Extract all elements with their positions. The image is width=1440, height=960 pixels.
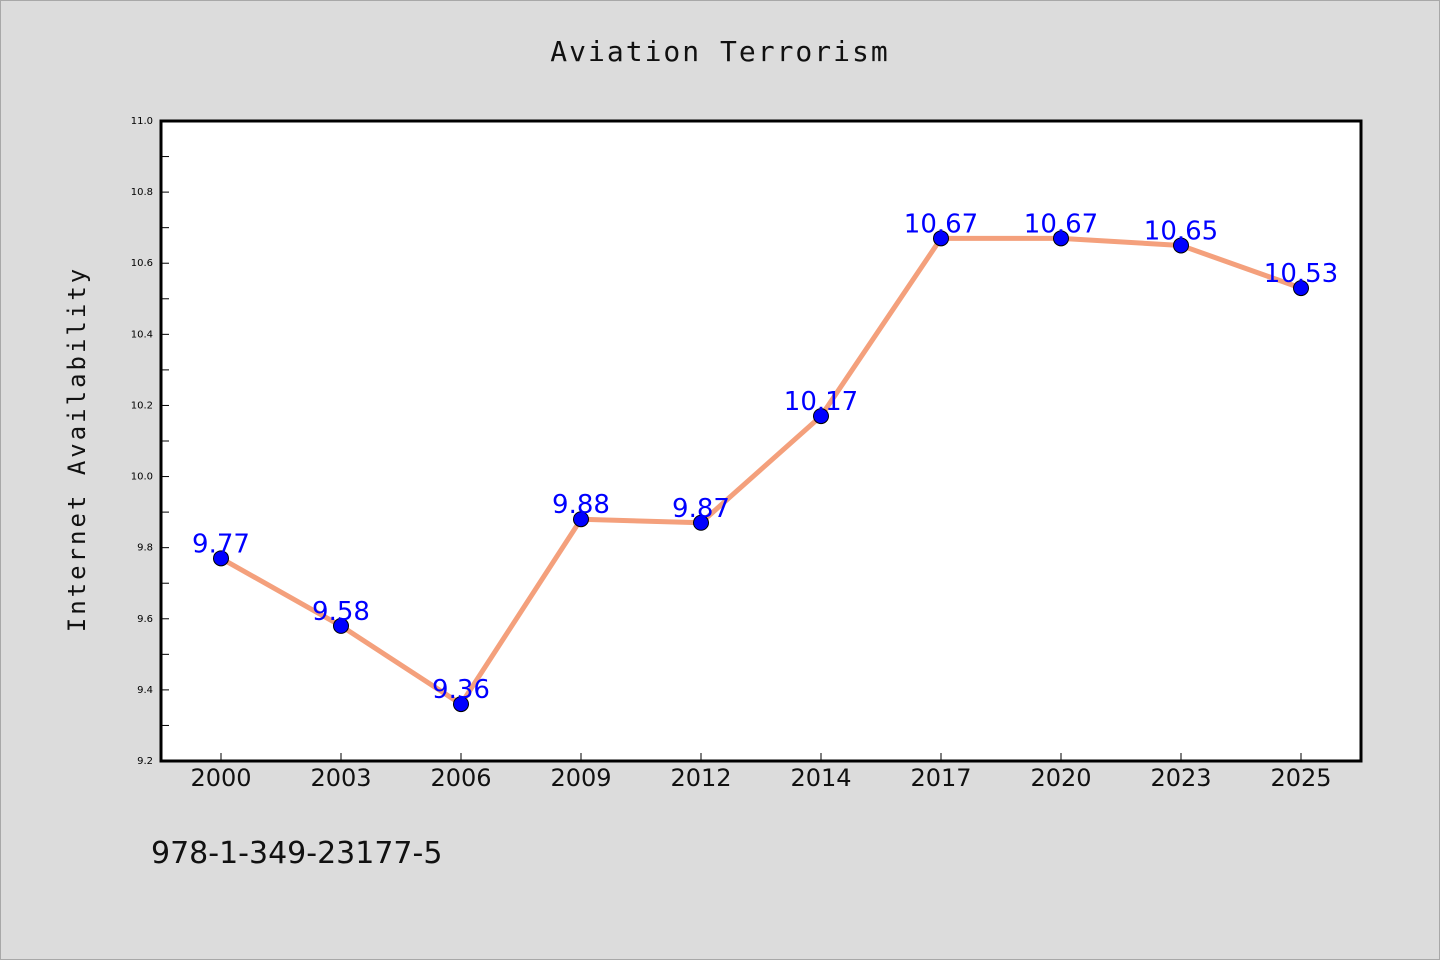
data-point [693,514,709,531]
y-tick-label: 9.2 [137,756,153,767]
data-label: 10.67 [1024,209,1098,239]
data-point [333,617,349,634]
data-point [453,696,469,713]
data-label: 10.65 [1144,216,1218,246]
x-tick-label: 2017 [910,764,971,792]
y-tick-label: 10.6 [131,258,153,269]
x-tick-label: 2009 [550,764,611,792]
data-label: 9.58 [312,597,370,627]
y-tick-label: 10.0 [131,472,153,483]
y-tick-label: 11.0 [131,116,153,127]
y-tick-label: 9.6 [137,614,153,625]
data-point [213,550,229,567]
plot-area [159,119,1363,763]
x-tick-label: 2006 [430,764,491,792]
data-point [1053,230,1069,247]
data-label: 10.67 [904,209,978,239]
isbn-label: 978-1-349-23177-5 [151,836,443,871]
data-label: 9.88 [552,490,610,520]
y-tick-label: 10.4 [131,329,153,340]
data-point [573,511,589,528]
y-tick-label: 9.8 [137,543,153,554]
x-tick-label: 2012 [670,764,731,792]
x-tick-label: 2003 [310,764,371,792]
y-tick-label: 9.4 [137,685,153,696]
series-line [219,235,1302,707]
chart-title: Aviation Terrorism [550,35,890,68]
x-tick-label: 2000 [190,764,251,792]
y-tick-label: 10.8 [131,187,153,198]
data-label: 9.77 [192,529,250,559]
data-point [1293,280,1309,297]
x-tick-label: 2025 [1270,764,1331,792]
data-point [1173,237,1189,254]
data-label: 9.87 [672,494,730,524]
x-tick-label: 2020 [1030,764,1091,792]
x-tick-label: 2023 [1150,764,1211,792]
y-tick-label: 10.2 [131,400,153,411]
data-label: 10.53 [1264,259,1338,289]
data-point [933,230,949,247]
x-tick-label: 2014 [790,764,851,792]
data-label: 10.17 [784,387,858,417]
data-label: 9.36 [432,675,490,705]
data-point [813,408,829,425]
